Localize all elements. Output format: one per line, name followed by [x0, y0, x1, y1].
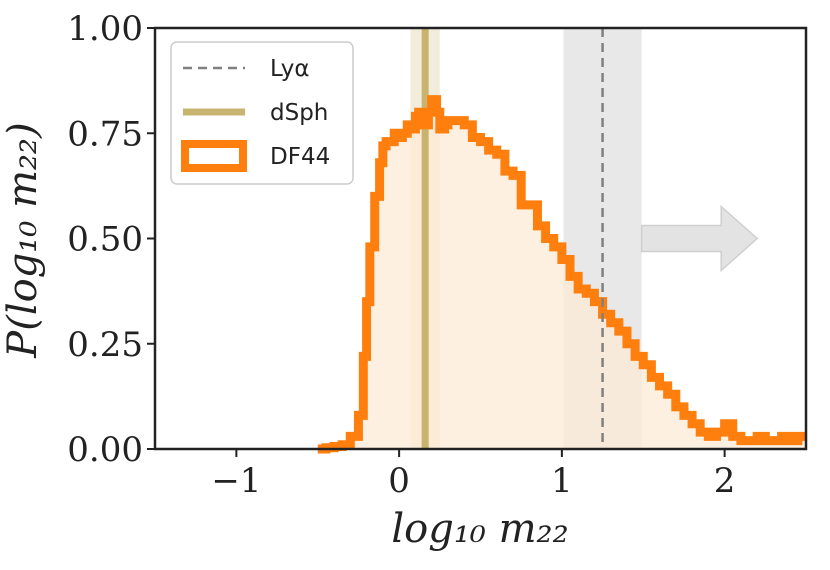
- lines-layer: [317, 28, 806, 454]
- x-tick-label: −1: [211, 461, 261, 501]
- legend: Lyα dSph DF44: [170, 41, 354, 185]
- x-tick-label: 1: [551, 461, 573, 501]
- legend-label: Lyα: [270, 56, 309, 82]
- legend-box: [170, 41, 354, 185]
- y-tick-label: 0.75: [67, 114, 143, 154]
- y-tick-label: 1.00: [67, 9, 143, 49]
- fill-layer: [317, 99, 806, 449]
- x-axis-label: log₁₀ m₂₂: [391, 506, 568, 552]
- y-tick-label: 0.25: [67, 325, 143, 365]
- y-tick-label: 0.00: [67, 430, 143, 470]
- df44-histogram-fill: [317, 99, 806, 449]
- legend-label: DF44: [270, 144, 330, 170]
- legend-label: dSph: [270, 100, 328, 126]
- legend-swatch-df44: [181, 140, 247, 172]
- y-tick-label: 0.50: [67, 220, 143, 260]
- lya-excluded-arrow: [640, 204, 759, 273]
- x-tick-label: 2: [714, 461, 736, 501]
- df44-histogram-outline: [317, 95, 806, 454]
- y-axis-label: P(log₁₀ m₂₂): [0, 122, 46, 358]
- ticks-layer: −1 0 1 2 0.00 0.25 0.50 0.75 1.00: [67, 9, 735, 501]
- x-tick-label: 0: [388, 461, 410, 501]
